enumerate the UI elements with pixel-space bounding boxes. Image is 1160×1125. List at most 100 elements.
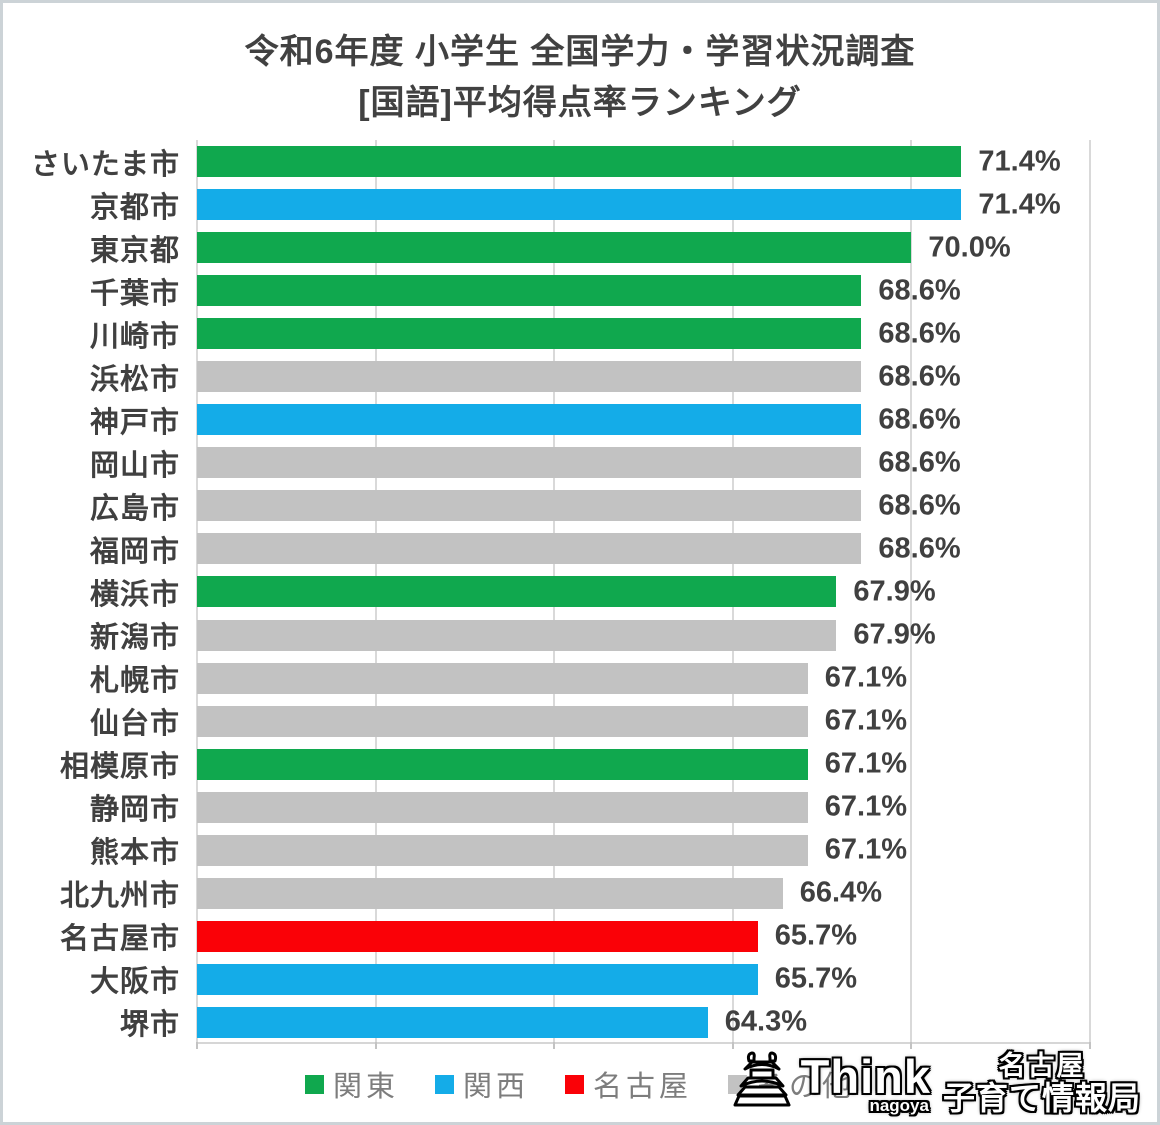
- value-label: 67.1%: [824, 790, 908, 823]
- category-label: 新潟市: [89, 622, 180, 655]
- logo-think-block: Think nagoya: [801, 1053, 931, 1114]
- logo-jp-line1: 名古屋: [998, 1051, 1086, 1081]
- category-label: 静岡市: [89, 794, 180, 827]
- value-label: 68.6%: [878, 446, 961, 479]
- bar-row: 堺市 64.3%: [3, 1001, 1090, 1044]
- legend-item-名古屋: 名古屋: [565, 1063, 692, 1105]
- bar-その他: [197, 447, 862, 479]
- category-label: 広島市: [89, 492, 180, 525]
- bar-rows: さいたま市 71.4% 京都市 71.4% 東京都 70.0% 千葉市 68.6% 川崎市 68.…: [3, 140, 1090, 1044]
- bar-その他: [197, 791, 808, 823]
- bar-track: 71.4%: [197, 140, 1090, 183]
- bar-関西: [197, 1006, 708, 1038]
- bar-track: 68.6%: [197, 398, 1090, 441]
- axis-tick-70: [910, 1042, 913, 1049]
- bar-row: 静岡市 67.1%: [3, 786, 1090, 829]
- category-label: 千葉市: [89, 277, 180, 310]
- bar-関東: [197, 748, 808, 780]
- legend-swatch-icon: [565, 1074, 584, 1094]
- value-label: 70.0%: [928, 231, 1011, 264]
- bar-関西: [197, 189, 962, 221]
- bar-row: 札幌市 67.1%: [3, 657, 1090, 700]
- axis-tick-75: [1089, 1042, 1091, 1049]
- axis-tick-65: [731, 1042, 734, 1049]
- bar-関西: [197, 963, 758, 995]
- value-label: 67.1%: [824, 661, 908, 694]
- axis-tick-60: [553, 1042, 556, 1049]
- bar-関東: [197, 146, 962, 178]
- value-label: 68.6%: [878, 532, 961, 565]
- value-label: 68.6%: [878, 403, 961, 436]
- category-label: 熊本市: [89, 837, 180, 870]
- logo-jp-line2: 子育て情報局: [942, 1080, 1141, 1116]
- category-label: さいたま市: [30, 148, 180, 181]
- legend-swatch-icon: [434, 1074, 454, 1094]
- bar-その他: [197, 834, 808, 866]
- bar-row: さいたま市 71.4%: [3, 140, 1090, 183]
- bar-row: 京都市 71.4%: [3, 183, 1090, 226]
- bar-row: 名古屋市 65.7%: [3, 915, 1090, 958]
- axis-tick-55: [374, 1042, 377, 1049]
- bar-track: 67.9%: [197, 570, 1090, 613]
- bar-row: 千葉市 68.6%: [3, 269, 1090, 312]
- gridline-75: [1089, 140, 1091, 1042]
- bar-row: 熊本市 67.1%: [3, 829, 1090, 872]
- bar-track: 65.7%: [197, 915, 1090, 958]
- bar-row: 大阪市 65.7%: [3, 958, 1090, 1001]
- bar-関東: [197, 318, 862, 350]
- legend: 関東 関西 名古屋 その他: [3, 1063, 1157, 1105]
- site-logo: Think nagoya 名古屋 子育て情報局: [725, 1046, 1141, 1114]
- bar-track: 67.1%: [197, 700, 1090, 743]
- category-label: 名古屋市: [59, 923, 180, 956]
- value-label: 67.1%: [824, 747, 908, 780]
- bar-その他: [197, 705, 808, 737]
- bar-track: 67.1%: [197, 743, 1090, 786]
- bar-track: 68.6%: [197, 441, 1090, 484]
- axis-tick-50: [196, 1042, 198, 1049]
- value-label: 68.6%: [878, 360, 961, 393]
- bar-その他: [197, 533, 862, 565]
- bar-row: 福岡市 68.6%: [3, 527, 1090, 570]
- category-label: 北九州市: [59, 880, 180, 913]
- category-label: 横浜市: [89, 578, 180, 611]
- bar-関東: [197, 576, 837, 608]
- category-label: 浜松市: [89, 363, 180, 396]
- bar-row: 北九州市 66.4%: [3, 872, 1090, 915]
- value-label: 64.3%: [724, 1005, 808, 1038]
- bar-その他: [197, 877, 783, 909]
- value-label: 71.4%: [978, 145, 1061, 178]
- bar-track: 64.3%: [197, 1001, 1090, 1044]
- bar-関西: [197, 404, 862, 436]
- bar-row: 浜松市 68.6%: [3, 355, 1090, 398]
- chart-title: 令和6年度 小学生 全国学力・学習状況調査 [国語]平均得点率ランキング: [3, 27, 1157, 129]
- bar-その他: [197, 662, 808, 694]
- value-label: 67.1%: [824, 704, 908, 737]
- chart-title-line1: 令和6年度 小学生 全国学力・学習状況調査: [244, 33, 916, 71]
- legend-item-関東: 関東: [304, 1063, 399, 1105]
- category-label: 岡山市: [89, 449, 180, 482]
- bar-row: 相模原市 67.1%: [3, 743, 1090, 786]
- value-label: 65.7%: [774, 919, 858, 952]
- bar-track: 68.6%: [197, 269, 1090, 312]
- logo-japanese-block: 名古屋 子育て情報局: [942, 1051, 1141, 1116]
- legend-label: 名古屋: [593, 1071, 693, 1103]
- bar-関東: [197, 232, 912, 264]
- value-label: 67.9%: [853, 575, 936, 608]
- bar-track: 67.9%: [197, 614, 1090, 657]
- category-label: 東京都: [89, 234, 180, 267]
- value-label: 68.6%: [878, 274, 961, 307]
- bar-row: 神戸市 68.6%: [3, 398, 1090, 441]
- bar-その他: [197, 361, 862, 393]
- bar-名古屋: [197, 920, 758, 952]
- bar-row: 横浜市 67.9%: [3, 570, 1090, 613]
- bar-track: 67.1%: [197, 786, 1090, 829]
- logo-nagoya-text: nagoya: [869, 1096, 929, 1115]
- nagoya-castle-icon: [725, 1046, 799, 1113]
- legend-label: 関西: [462, 1071, 529, 1103]
- bar-track: 66.4%: [197, 872, 1090, 915]
- category-label: 大阪市: [89, 966, 180, 999]
- category-label: 京都市: [89, 191, 180, 224]
- category-label: 相模原市: [59, 751, 180, 784]
- category-label: 神戸市: [89, 406, 180, 439]
